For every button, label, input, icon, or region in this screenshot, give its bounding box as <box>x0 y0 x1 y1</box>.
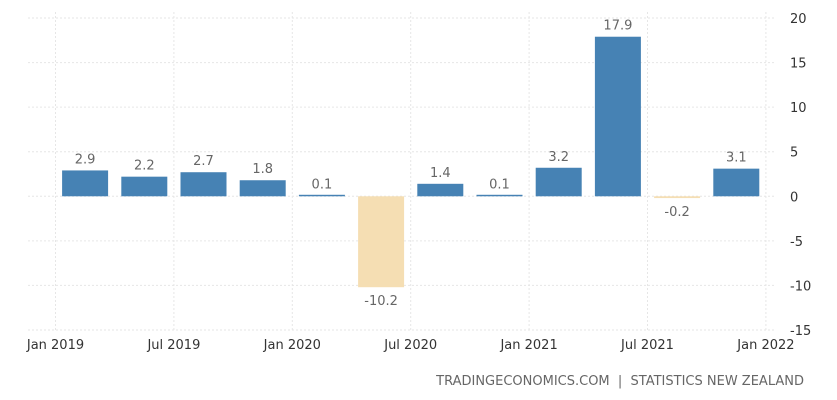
data-label: 3.1 <box>726 151 747 166</box>
data-label: 2.9 <box>75 152 96 167</box>
data-label: 0.1 <box>489 177 510 192</box>
data-label: 17.9 <box>603 19 632 34</box>
x-tick-label: Jan 2022 <box>736 338 794 353</box>
y-tick-label: 5 <box>790 146 798 161</box>
bar-2021-q3 <box>654 196 701 199</box>
y-tick-label: -5 <box>790 235 803 250</box>
bar-2020-q3 <box>417 183 464 197</box>
x-tick-label: Jul 2019 <box>146 338 200 353</box>
y-axis: 20 15 10 5 0 -5 -10 -15 <box>790 12 811 339</box>
x-tick-label: Jul 2021 <box>620 338 674 353</box>
data-label: 1.4 <box>430 166 451 181</box>
bar-2020-q4 <box>476 194 523 197</box>
data-label: 1.8 <box>252 162 273 177</box>
x-tick-label: Jan 2019 <box>26 338 84 353</box>
bar-2021-q1 <box>535 167 582 197</box>
bar-2021-q2 <box>594 36 641 197</box>
data-label: 2.7 <box>193 154 214 169</box>
bar-2019-q3 <box>180 172 227 197</box>
y-tick-label: 20 <box>790 12 807 27</box>
x-tick-label: Jan 2020 <box>263 338 321 353</box>
data-labels-layer: 2.9 2.2 2.7 1.8 0.1 -10.2 1.4 0.1 3.2 17.9 -0.2 3.1 <box>75 19 747 309</box>
y-tick-label: 10 <box>790 101 807 116</box>
bar-2020-q2 <box>358 196 405 288</box>
y-tick-label: -10 <box>790 279 811 294</box>
y-tick-label: -15 <box>790 324 811 339</box>
x-tick-label: Jan 2021 <box>499 338 557 353</box>
x-axis: Jan 2019 Jul 2019 Jan 2020 Jul 2020 Jan 2021… <box>26 338 795 353</box>
source-credit: TRADINGECONOMICS.COM | STATISTICS NEW ZE… <box>435 374 804 389</box>
data-label: 3.2 <box>548 150 569 165</box>
data-label: 0.1 <box>312 177 333 192</box>
data-label: -10.2 <box>364 294 398 309</box>
bar-2019-q2 <box>121 176 168 197</box>
x-tick-label: Jul 2020 <box>383 338 437 353</box>
bar-2019-q1 <box>62 170 109 197</box>
bars-layer <box>62 36 760 288</box>
y-tick-label: 0 <box>790 190 798 205</box>
bar-2019-q4 <box>239 180 286 197</box>
data-label: 2.2 <box>134 159 155 174</box>
bar-2020-q1 <box>298 194 345 197</box>
y-tick-label: 15 <box>790 57 807 72</box>
data-label: -0.2 <box>664 205 689 220</box>
bar-2021-q4 <box>713 168 760 197</box>
